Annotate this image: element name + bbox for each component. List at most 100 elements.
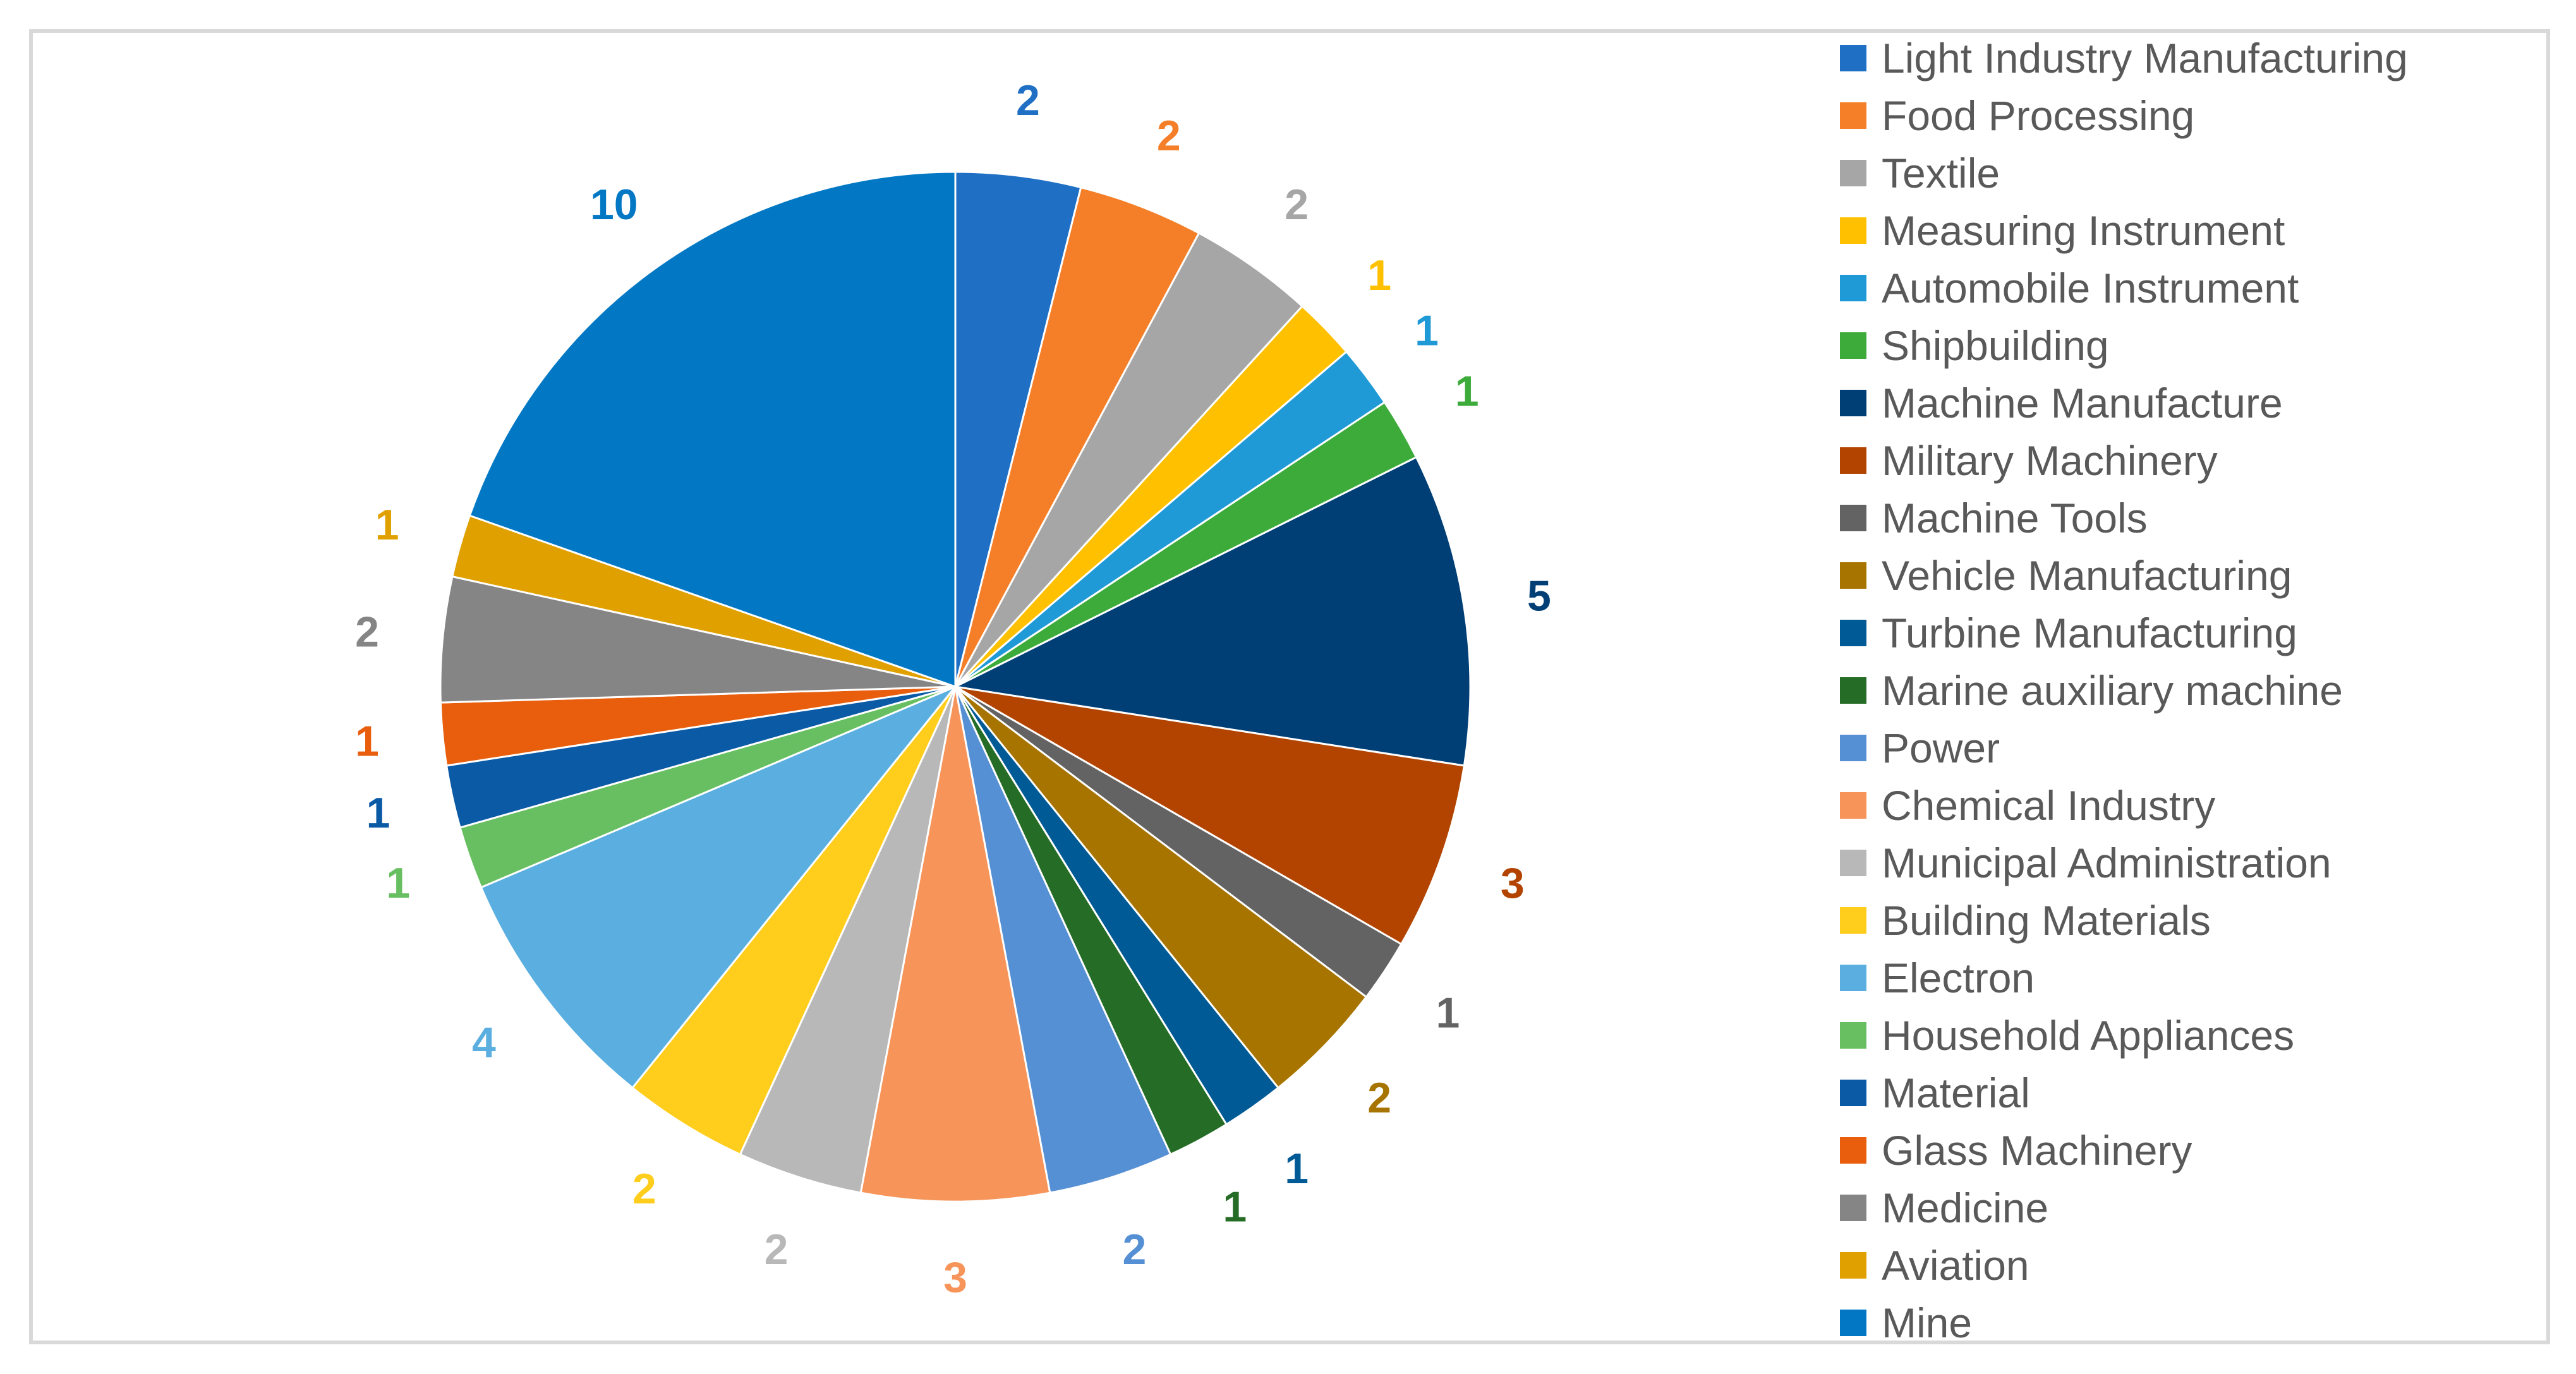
data-label-medicine: 2: [355, 608, 379, 656]
slice-chemical-industry: [859, 686, 1051, 1203]
legend-item-measuring-instrument: Measuring Instrument: [1840, 202, 2541, 259]
legend-item-vehicle-manufacturing: Vehicle Manufacturing: [1840, 546, 2541, 604]
legend-swatch: [1840, 389, 1866, 416]
data-label-vehicle-manufacturing: 2: [1367, 1074, 1391, 1122]
legend-swatch: [1840, 504, 1866, 531]
data-label-machine-tools: 1: [1436, 989, 1460, 1037]
legend-label: Mine: [1882, 1299, 1973, 1346]
legend-item-power: Power: [1840, 719, 2541, 776]
slice-medicine: [439, 575, 956, 704]
legend-swatch: [1840, 619, 1866, 646]
slice-food-processing: [954, 186, 1200, 687]
legend-item-electron: Electron: [1840, 949, 2541, 1006]
legend-label: Military Machinery: [1882, 437, 2218, 484]
legend-swatch: [1840, 1251, 1866, 1279]
data-label-electron: 4: [472, 1019, 496, 1067]
legend-item-light-industry-manufacturing: Light Industry Manufacturing: [1840, 29, 2541, 87]
slice-military-machinery: [955, 685, 1466, 946]
legend-item-machine-tools: Machine Tools: [1840, 489, 2541, 546]
legend-label: Chemical Industry: [1882, 781, 2216, 829]
legend-swatch: [1840, 1021, 1866, 1049]
legend-item-medicine: Medicine: [1840, 1179, 2541, 1236]
slice-textile: [954, 231, 1304, 688]
data-label-mine: 10: [590, 181, 638, 229]
legend-swatch: [1840, 1136, 1866, 1164]
legend-label: Light Industry Manufacturing: [1882, 34, 2408, 81]
slice-municipal-administration: [739, 686, 957, 1194]
legend-swatch: [1840, 102, 1866, 129]
slice-machine-manufacture: [952, 455, 1472, 767]
legend-item-chemical-industry: Chemical Industry: [1840, 776, 2541, 834]
legend-swatch: [1840, 274, 1866, 301]
slice-building-materials: [631, 686, 957, 1156]
data-label-household-appliances: 1: [386, 859, 410, 907]
legend-swatch: [1840, 677, 1866, 704]
pie-slices: [439, 171, 1472, 1203]
legend-label: Automobile Instrument: [1882, 264, 2299, 311]
legend-item-material: Material: [1840, 1064, 2541, 1121]
legend-label: Power: [1882, 724, 2000, 771]
legend-item-municipal-administration: Municipal Administration: [1840, 834, 2541, 891]
slice-vehicle-manufacturing: [954, 685, 1368, 1090]
legend-item-military-machinery: Military Machinery: [1840, 431, 2541, 489]
legend-item-building-materials: Building Materials: [1840, 891, 2541, 949]
data-label-shipbuilding: 1: [1455, 368, 1479, 416]
data-label-textile: 2: [1285, 181, 1309, 229]
legend-label: Machine Tools: [1882, 494, 2148, 541]
legend-swatch: [1840, 734, 1866, 761]
legend-item-marine-auxiliary-machine: Marine auxiliary machine: [1840, 661, 2541, 719]
legend-swatch: [1840, 447, 1866, 474]
legend-item-automobile-instrument: Automobile Instrument: [1840, 259, 2541, 316]
legend-swatch: [1840, 964, 1866, 991]
data-label-military-machinery: 3: [1501, 859, 1525, 907]
legend: Light Industry Manufacturing Food Process…: [1840, 29, 2541, 1351]
data-label-building-materials: 2: [632, 1165, 656, 1213]
data-label-power: 2: [1122, 1226, 1146, 1274]
legend-label: Material: [1882, 1069, 2030, 1116]
legend-item-household-appliances: Household Appliances: [1840, 1006, 2541, 1064]
data-label-turbine-manufacturing: 1: [1285, 1145, 1309, 1193]
legend-label: Food Processing: [1882, 92, 2195, 139]
data-label-measuring-instrument: 1: [1367, 251, 1391, 299]
legend-label: Municipal Administration: [1882, 839, 2331, 886]
legend-item-machine-manufacture: Machine Manufacture: [1840, 374, 2541, 431]
slice-light-industry-manufacturing: [954, 171, 1082, 687]
legend-label: Textile: [1882, 149, 2000, 196]
legend-label: Electron: [1882, 954, 2035, 1001]
legend-label: Marine auxiliary machine: [1882, 666, 2343, 714]
data-label-chemical-industry: 3: [943, 1253, 967, 1301]
legend-label: Glass Machinery: [1882, 1126, 2192, 1174]
data-label-food-processing: 2: [1157, 112, 1181, 160]
slice-power: [954, 686, 1172, 1194]
legend-swatch: [1840, 217, 1866, 244]
legend-label: Machine Manufacture: [1882, 379, 2283, 426]
legend-label: Medicine: [1882, 1184, 2049, 1231]
data-label-aviation: 1: [375, 501, 399, 549]
data-label-municipal-administration: 2: [765, 1226, 789, 1274]
legend-item-food-processing: Food Processing: [1840, 87, 2541, 144]
legend-swatch: [1840, 907, 1866, 934]
legend-label: Shipbuilding: [1882, 322, 2109, 369]
legend-swatch: [1840, 1309, 1866, 1336]
data-label-glass-machinery: 1: [355, 717, 379, 765]
legend-swatch: [1840, 159, 1866, 186]
legend-label: Building Materials: [1882, 896, 2211, 944]
legend-label: Household Appliances: [1882, 1011, 2295, 1059]
legend-swatch: [1840, 792, 1866, 819]
legend-swatch: [1840, 1079, 1866, 1106]
data-label-light-industry-manufacturing: 2: [1016, 76, 1040, 124]
legend-swatch: [1840, 1194, 1866, 1221]
legend-swatch: [1840, 332, 1866, 359]
data-label-marine-auxiliary-machine: 1: [1223, 1183, 1247, 1231]
slice-mine: [468, 171, 957, 689]
legend-label: Aviation: [1882, 1241, 2029, 1289]
legend-label: Vehicle Manufacturing: [1882, 551, 2292, 599]
legend-item-aviation: Aviation: [1840, 1236, 2541, 1294]
legend-item-shipbuilding: Shipbuilding: [1840, 316, 2541, 374]
slice-electron: [480, 685, 957, 1090]
data-label-material: 1: [366, 789, 390, 837]
legend-item-mine: Mine: [1840, 1294, 2541, 1351]
legend-label: Measuring Instrument: [1882, 207, 2285, 254]
data-label-machine-manufacture: 5: [1527, 572, 1551, 620]
